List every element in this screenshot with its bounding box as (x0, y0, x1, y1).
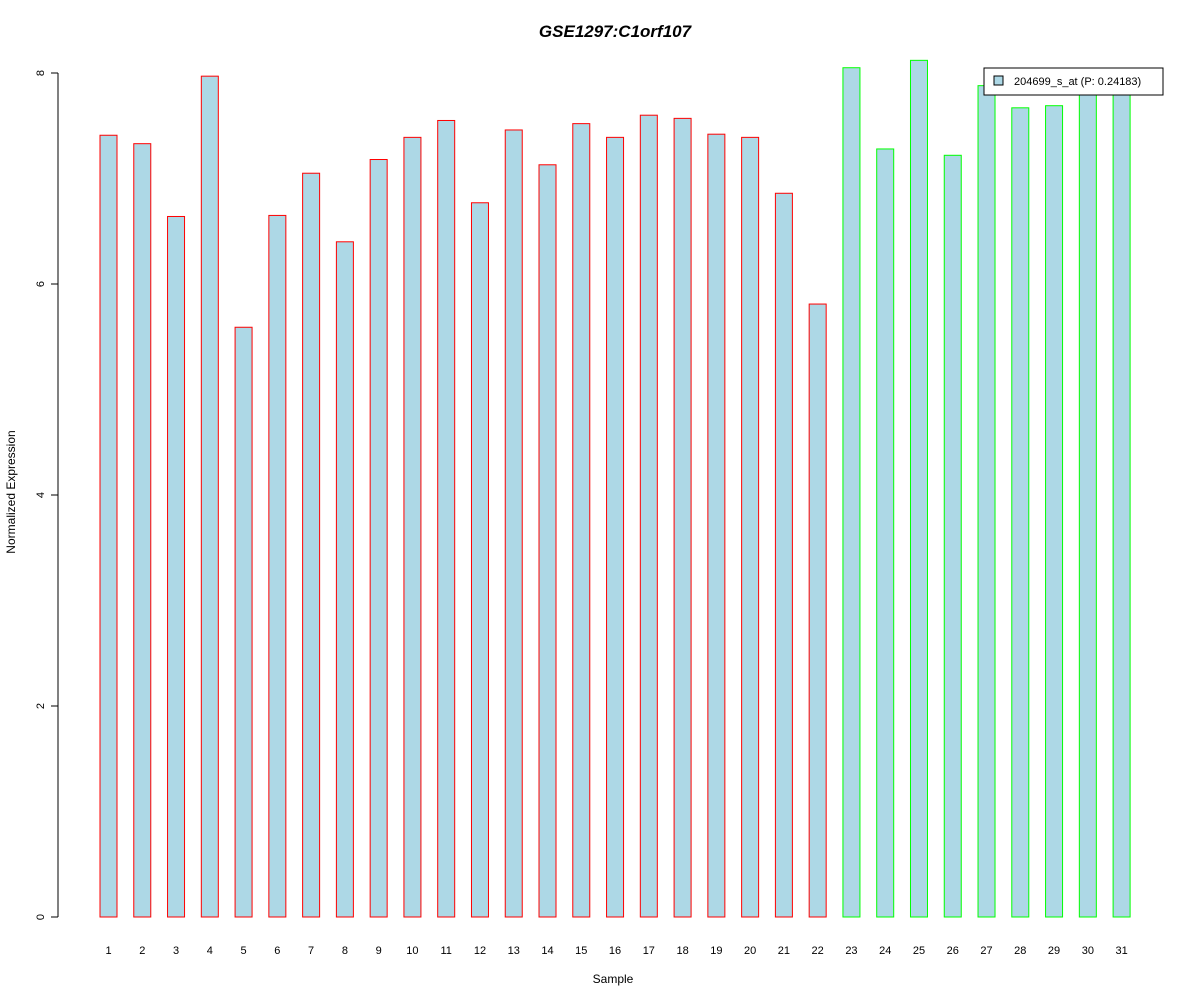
x-tick-label: 8 (342, 945, 348, 957)
bar-sample-11 (437, 119, 456, 918)
bar-sample-26 (943, 154, 962, 918)
x-tick-label: 18 (676, 945, 688, 957)
x-tick-label: 7 (308, 945, 314, 957)
x-tick-label: 23 (845, 945, 857, 957)
legend-box (983, 67, 1164, 96)
bar-sample-4 (200, 75, 219, 918)
x-tick-label: 16 (609, 945, 621, 957)
x-tick-label: 15 (575, 945, 587, 957)
x-tick-label: 6 (274, 945, 280, 957)
bar-sample-14 (538, 164, 557, 918)
x-tick-label: 11 (440, 945, 451, 957)
y-tick-label: 4 (35, 492, 47, 498)
x-tick-label: 24 (879, 945, 891, 957)
bar-sample-6 (268, 214, 287, 918)
x-tick-label: 20 (744, 945, 756, 957)
bar-sample-9 (369, 159, 388, 918)
y-tick-label: 6 (35, 281, 47, 287)
x-tick-label: 22 (812, 945, 824, 957)
x-tick-label: 25 (913, 945, 925, 957)
x-tick-label: 14 (541, 945, 553, 957)
x-tick-label: 13 (508, 945, 520, 957)
bar-sample-29 (1045, 105, 1064, 918)
x-tick-label: 3 (173, 945, 179, 957)
x-tick-label: 29 (1048, 945, 1060, 957)
y-tick-label: 2 (35, 703, 47, 709)
x-tick-label: 9 (376, 945, 382, 957)
bar-sample-31 (1112, 93, 1131, 918)
x-axis-label: Sample (593, 972, 634, 986)
chart-title: GSE1297:C1orf107 (539, 22, 693, 41)
legend-label: 204699_s_at (P: 0.24183) (1014, 76, 1141, 88)
bar-sample-25 (909, 59, 928, 918)
bar-sample-24 (876, 148, 895, 918)
bar-sample-30 (1078, 93, 1097, 918)
y-axis: 0 2 4 6 8 (35, 70, 59, 920)
bar-sample-1 (99, 134, 118, 918)
bar-sample-18 (673, 117, 692, 918)
x-tick-label: 21 (778, 945, 790, 957)
bar-sample-19 (707, 133, 726, 918)
x-tick-label: 12 (474, 945, 486, 957)
x-tick-label: 17 (643, 945, 655, 957)
bar-sample-28 (1011, 107, 1030, 918)
bar-sample-20 (741, 136, 760, 918)
y-axis-label: Normalized Expression (4, 430, 18, 553)
bar-sample-23 (842, 67, 861, 918)
bar-sample-2 (133, 143, 152, 918)
x-tick-label: 31 (1115, 945, 1127, 957)
bar-sample-7 (302, 172, 321, 918)
x-tick-label: 30 (1082, 945, 1094, 957)
bar-sample-8 (335, 241, 354, 918)
bar-sample-3 (167, 215, 186, 918)
bars (99, 59, 1131, 918)
legend-swatch (993, 75, 1004, 86)
y-tick-label: 0 (35, 914, 47, 920)
x-tick-label: 5 (241, 945, 247, 957)
x-tick-label: 4 (207, 945, 213, 957)
x-tick-label: 27 (980, 945, 992, 957)
bar-sample-17 (639, 114, 658, 918)
bar-sample-16 (606, 136, 625, 918)
x-tick-label: 19 (710, 945, 722, 957)
x-tick-label: 10 (406, 945, 418, 957)
bar-sample-15 (572, 123, 591, 918)
x-tick-labels: 1 2 3 4 5 6 7 8 9 10 11 12 13 14 15 16 17 18 19 20 21 22 23 24 2… (105, 945, 1127, 957)
bar-sample-21 (774, 192, 793, 918)
bar-sample-13 (504, 129, 523, 918)
x-tick-label: 2 (139, 945, 145, 957)
bar-sample-12 (470, 202, 489, 918)
x-tick-label: 26 (947, 945, 959, 957)
bar-sample-5 (234, 326, 253, 918)
y-tick-label: 8 (35, 70, 47, 76)
bar-sample-27 (977, 85, 996, 918)
x-tick-label: 28 (1014, 945, 1026, 957)
x-tick-label: 1 (105, 945, 111, 957)
bar-sample-22 (808, 303, 827, 918)
legend: 204699_s_at (P: 0.24183) (983, 67, 1164, 96)
bar-sample-10 (403, 136, 422, 918)
